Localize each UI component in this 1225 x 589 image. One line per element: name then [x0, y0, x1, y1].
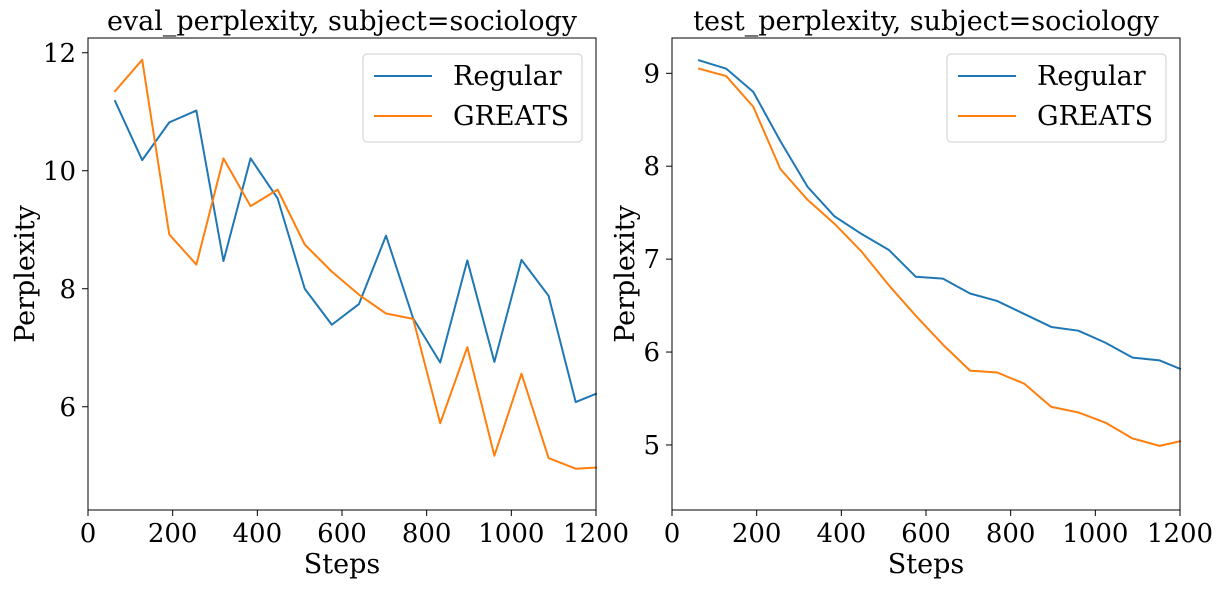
series-line-regular	[113, 99, 598, 404]
x-tick-label: 1000	[478, 519, 544, 549]
x-tick-label: 200	[148, 519, 198, 549]
y-tick-label: 9	[643, 59, 660, 89]
y-tick-label: 5	[643, 431, 660, 461]
series-line-regular	[697, 59, 1182, 371]
y-tick-label: 12	[43, 39, 76, 69]
x-tick-label: 600	[901, 519, 951, 549]
x-axis-label: Steps	[888, 549, 964, 580]
chart-title: eval_perplexity, subject=sociology	[107, 6, 578, 37]
legend: Regular GREATS	[946, 53, 1167, 143]
x-tick-label: 200	[732, 519, 782, 549]
series-line-greats	[113, 58, 598, 470]
y-tick-label: 8	[59, 275, 76, 305]
y-tick-label: 7	[643, 245, 660, 275]
chart-test-perplexity: test_perplexity, subject=sociology 0 200 40…	[610, 6, 1213, 580]
x-tick-label: 0	[80, 519, 97, 549]
y-axis-label: Perplexity	[610, 204, 641, 342]
y-tick-label: 6	[643, 338, 660, 368]
y-tick-label: 10	[43, 157, 76, 187]
legend-label-regular: Regular	[453, 61, 562, 92]
chart-title: test_perplexity, subject=sociology	[693, 6, 1159, 37]
y-axis-label: Perplexity	[10, 204, 41, 342]
y-tick-label: 6	[59, 393, 76, 423]
chart-eval-perplexity: eval_perplexity, subject=sociology 0 200 40…	[10, 6, 629, 580]
x-tick-label: 600	[317, 519, 367, 549]
x-tick-label: 1000	[1062, 519, 1128, 549]
x-tick-label: 800	[986, 519, 1036, 549]
y-tick-label: 8	[643, 152, 660, 182]
legend: Regular GREATS	[362, 53, 583, 143]
x-tick-label: 1200	[1147, 519, 1213, 549]
x-tick-label: 800	[402, 519, 452, 549]
x-tick-label: 400	[233, 519, 283, 549]
legend-label-greats: GREATS	[453, 101, 569, 132]
legend-label-greats: GREATS	[1037, 101, 1153, 132]
x-tick-label: 400	[817, 519, 867, 549]
x-tick-label: 0	[664, 519, 681, 549]
legend-label-regular: Regular	[1037, 61, 1146, 92]
series-line-greats	[697, 67, 1182, 447]
x-axis-label: Steps	[304, 549, 380, 580]
x-tick-label: 1200	[563, 519, 629, 549]
